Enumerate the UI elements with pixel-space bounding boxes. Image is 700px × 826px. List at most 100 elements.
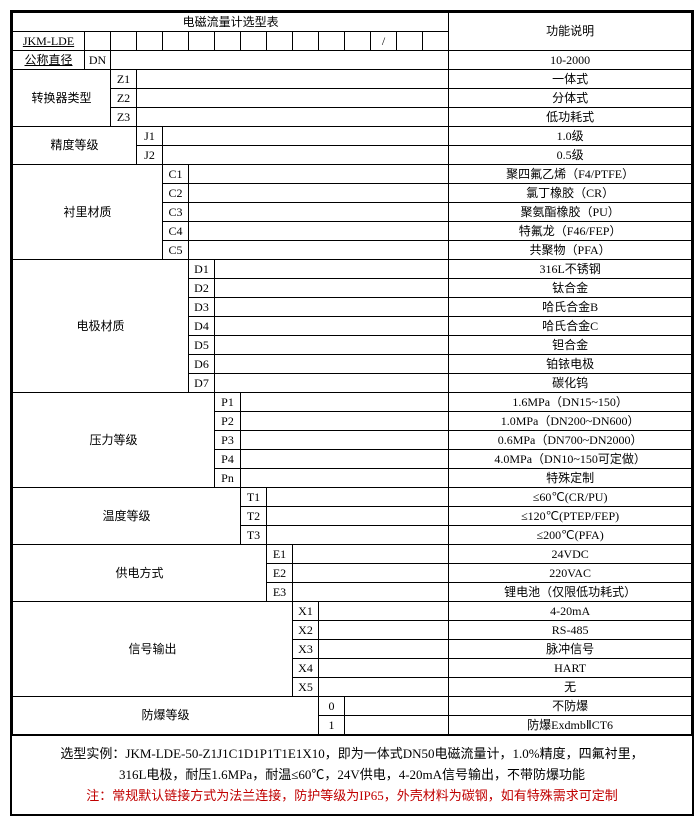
code: P2	[215, 412, 241, 431]
blank	[319, 659, 449, 678]
blank	[111, 51, 449, 70]
dn-desc: 10-2000	[449, 51, 692, 70]
blank	[163, 146, 449, 165]
code: X3	[293, 640, 319, 659]
power-label: 供电方式	[13, 545, 267, 602]
desc: HART	[449, 659, 692, 678]
blank	[267, 488, 449, 507]
blank	[267, 507, 449, 526]
code: T2	[241, 507, 267, 526]
code: X1	[293, 602, 319, 621]
code: Z3	[111, 108, 137, 127]
code: P3	[215, 431, 241, 450]
desc: 一体式	[449, 70, 692, 89]
dn-label: 公称直径	[13, 51, 85, 70]
code: Pn	[215, 469, 241, 488]
example-line2: 316L电极，耐压1.6MPa，耐温≤60℃，24V供电，4-20mA信号输出，…	[22, 765, 682, 786]
code: 0	[319, 697, 345, 716]
code: T3	[241, 526, 267, 545]
desc: 特氟龙（F46/FEP）	[449, 222, 692, 241]
blank	[267, 526, 449, 545]
blank	[293, 564, 449, 583]
blank	[293, 545, 449, 564]
code: D3	[189, 298, 215, 317]
blank	[241, 393, 449, 412]
slot	[189, 32, 215, 51]
blank	[189, 184, 449, 203]
code: E3	[267, 583, 293, 602]
desc: 分体式	[449, 89, 692, 108]
desc: 1.6MPa（DN15~150）	[449, 393, 692, 412]
slot	[319, 32, 345, 51]
desc: 氯丁橡胶（CR）	[449, 184, 692, 203]
desc: ≤60℃(CR/PU)	[449, 488, 692, 507]
code: C5	[163, 241, 189, 260]
slot	[215, 32, 241, 51]
blank	[319, 602, 449, 621]
slot	[423, 32, 449, 51]
footer-block: 选型实例：JKM-LDE-50-Z1J1C1D1P1T1E1X10，即为一体式D…	[12, 735, 692, 814]
desc: 铂铱电极	[449, 355, 692, 374]
signal-label: 信号输出	[13, 602, 293, 697]
example-line1: 选型实例：JKM-LDE-50-Z1J1C1D1P1T1E1X10，即为一体式D…	[22, 744, 682, 765]
blank	[215, 374, 449, 393]
code: C4	[163, 222, 189, 241]
blank	[189, 203, 449, 222]
desc: 碳化钨	[449, 374, 692, 393]
slot	[345, 32, 371, 51]
code: 1	[319, 716, 345, 735]
code: C1	[163, 165, 189, 184]
desc: 1.0级	[449, 127, 692, 146]
desc: 聚氨酯橡胶（PU）	[449, 203, 692, 222]
note-line: 注：常规默认链接方式为法兰连接，防护等级为IP65，外壳材料为碳钢，如有特殊需求…	[22, 786, 682, 807]
blank	[319, 640, 449, 659]
blank	[189, 222, 449, 241]
desc: 316L不锈钢	[449, 260, 692, 279]
blank	[163, 127, 449, 146]
desc: 锂电池（仅限低功耗式）	[449, 583, 692, 602]
table-title: 电磁流量计选型表	[13, 13, 449, 32]
code: Z2	[111, 89, 137, 108]
desc: 脉冲信号	[449, 640, 692, 659]
desc: 不防爆	[449, 697, 692, 716]
desc: 220VAC	[449, 564, 692, 583]
desc: 无	[449, 678, 692, 697]
desc: 4.0MPa（DN10~150可定做）	[449, 450, 692, 469]
desc: ≤120℃(PTEP/FEP)	[449, 507, 692, 526]
slot	[293, 32, 319, 51]
blank	[215, 260, 449, 279]
desc: 钛合金	[449, 279, 692, 298]
desc: 特殊定制	[449, 469, 692, 488]
slot	[397, 32, 423, 51]
blank	[241, 431, 449, 450]
desc: ≤200℃(PFA)	[449, 526, 692, 545]
code: D2	[189, 279, 215, 298]
blank	[215, 336, 449, 355]
code: D5	[189, 336, 215, 355]
code: C3	[163, 203, 189, 222]
converter-label: 转换器类型	[13, 70, 111, 127]
blank	[137, 108, 449, 127]
blank	[215, 355, 449, 374]
code: P1	[215, 393, 241, 412]
model-code: JKM-LDE	[13, 32, 85, 51]
slot	[163, 32, 189, 51]
desc: 1.0MPa（DN200~DN600）	[449, 412, 692, 431]
blank	[345, 716, 449, 735]
slash: /	[371, 32, 397, 51]
desc: 24VDC	[449, 545, 692, 564]
code: J2	[137, 146, 163, 165]
desc: 钽合金	[449, 336, 692, 355]
blank	[241, 469, 449, 488]
blank	[293, 583, 449, 602]
code: C2	[163, 184, 189, 203]
desc: 0.6MPa（DN700~DN2000）	[449, 431, 692, 450]
accuracy-label: 精度等级	[13, 127, 137, 165]
code: J1	[137, 127, 163, 146]
code: X2	[293, 621, 319, 640]
func-title: 功能说明	[449, 13, 692, 51]
slot	[241, 32, 267, 51]
code: P4	[215, 450, 241, 469]
blank	[189, 241, 449, 260]
desc: 共聚物（PFA）	[449, 241, 692, 260]
